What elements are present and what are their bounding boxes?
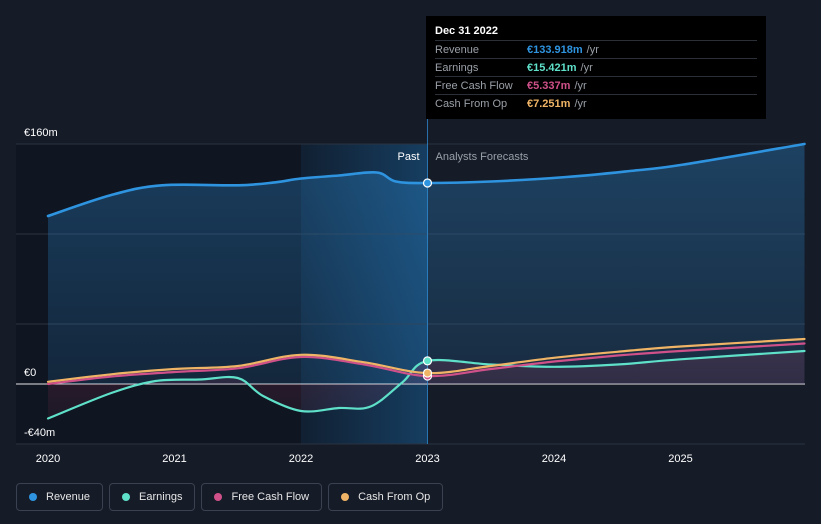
series-line-revenue	[46, 142, 806, 218]
tooltip-unit: /yr	[574, 97, 587, 110]
past-label: Past	[397, 151, 419, 163]
tooltip-unit: /yr	[574, 79, 587, 92]
tooltip-value: €7.251m	[527, 97, 571, 110]
legend-label: Revenue	[46, 491, 91, 503]
tooltip-label: Earnings	[435, 61, 479, 74]
series-line-earnings	[46, 349, 806, 420]
earnings-area	[48, 351, 805, 419]
tooltip-row-cash-from-op: Cash From Op €7.251m /yr	[435, 94, 757, 112]
y-tick-label: €0	[24, 367, 36, 379]
y-tick-label: €160m	[24, 127, 58, 139]
tooltip-label: Free Cash Flow	[435, 79, 513, 92]
tooltip-unit: /yr	[586, 43, 599, 56]
series-line-cash-from-op	[46, 337, 806, 383]
marker-revenue	[422, 178, 433, 188]
forecast-label: Analysts Forecasts	[436, 151, 529, 163]
legend: Revenue Earnings Free Cash Flow Cash Fro…	[16, 483, 444, 511]
tooltip-row-free-cash-flow: Free Cash Flow €5.337m /yr	[435, 76, 757, 94]
x-tick-label: 2021	[162, 453, 186, 465]
legend-label: Cash From Op	[358, 491, 431, 503]
legend-label: Earnings	[139, 491, 183, 503]
revenue-dot-icon	[29, 493, 37, 501]
tooltip-row-earnings: Earnings €15.421m /yr	[435, 58, 757, 76]
tooltip-value: €5.337m	[527, 79, 571, 92]
tooltip-unit: /yr	[580, 61, 593, 74]
earnings-dot-icon	[122, 493, 131, 501]
x-tick-label: 2025	[668, 453, 692, 465]
tooltip-value: €133.918m	[527, 43, 583, 56]
cash-from-op-dot-icon	[341, 493, 350, 501]
revenue-area	[48, 144, 805, 384]
tooltip: Dec 31 2022 Revenue €133.918m /yr Earnin…	[426, 16, 766, 119]
series-line-free-cash-flow	[46, 342, 806, 386]
legend-item-earnings[interactable]: Earnings	[109, 483, 196, 511]
x-tick-label: 2023	[415, 453, 439, 465]
marker-cash-from-op	[422, 368, 433, 378]
y-tick-label: -€40m	[24, 427, 55, 439]
tooltip-label: Cash From Op	[435, 97, 508, 110]
tooltip-value: €15.421m	[527, 61, 577, 74]
x-tick-label: 2022	[289, 453, 313, 465]
tooltip-date: Dec 31 2022	[435, 25, 498, 37]
tooltip-label: Revenue	[435, 43, 480, 56]
legend-item-cash-from-op[interactable]: Cash From Op	[328, 483, 444, 511]
x-tick-label: 2024	[542, 453, 566, 465]
legend-label: Free Cash Flow	[231, 491, 310, 503]
marker-earnings	[422, 356, 433, 366]
legend-item-free-cash-flow[interactable]: Free Cash Flow	[201, 483, 323, 511]
x-tick-label: 2020	[36, 453, 60, 465]
tooltip-row-revenue: Revenue €133.918m /yr	[435, 40, 757, 58]
free-cash-flow-dot-icon	[214, 493, 223, 501]
legend-item-revenue[interactable]: Revenue	[16, 483, 104, 511]
